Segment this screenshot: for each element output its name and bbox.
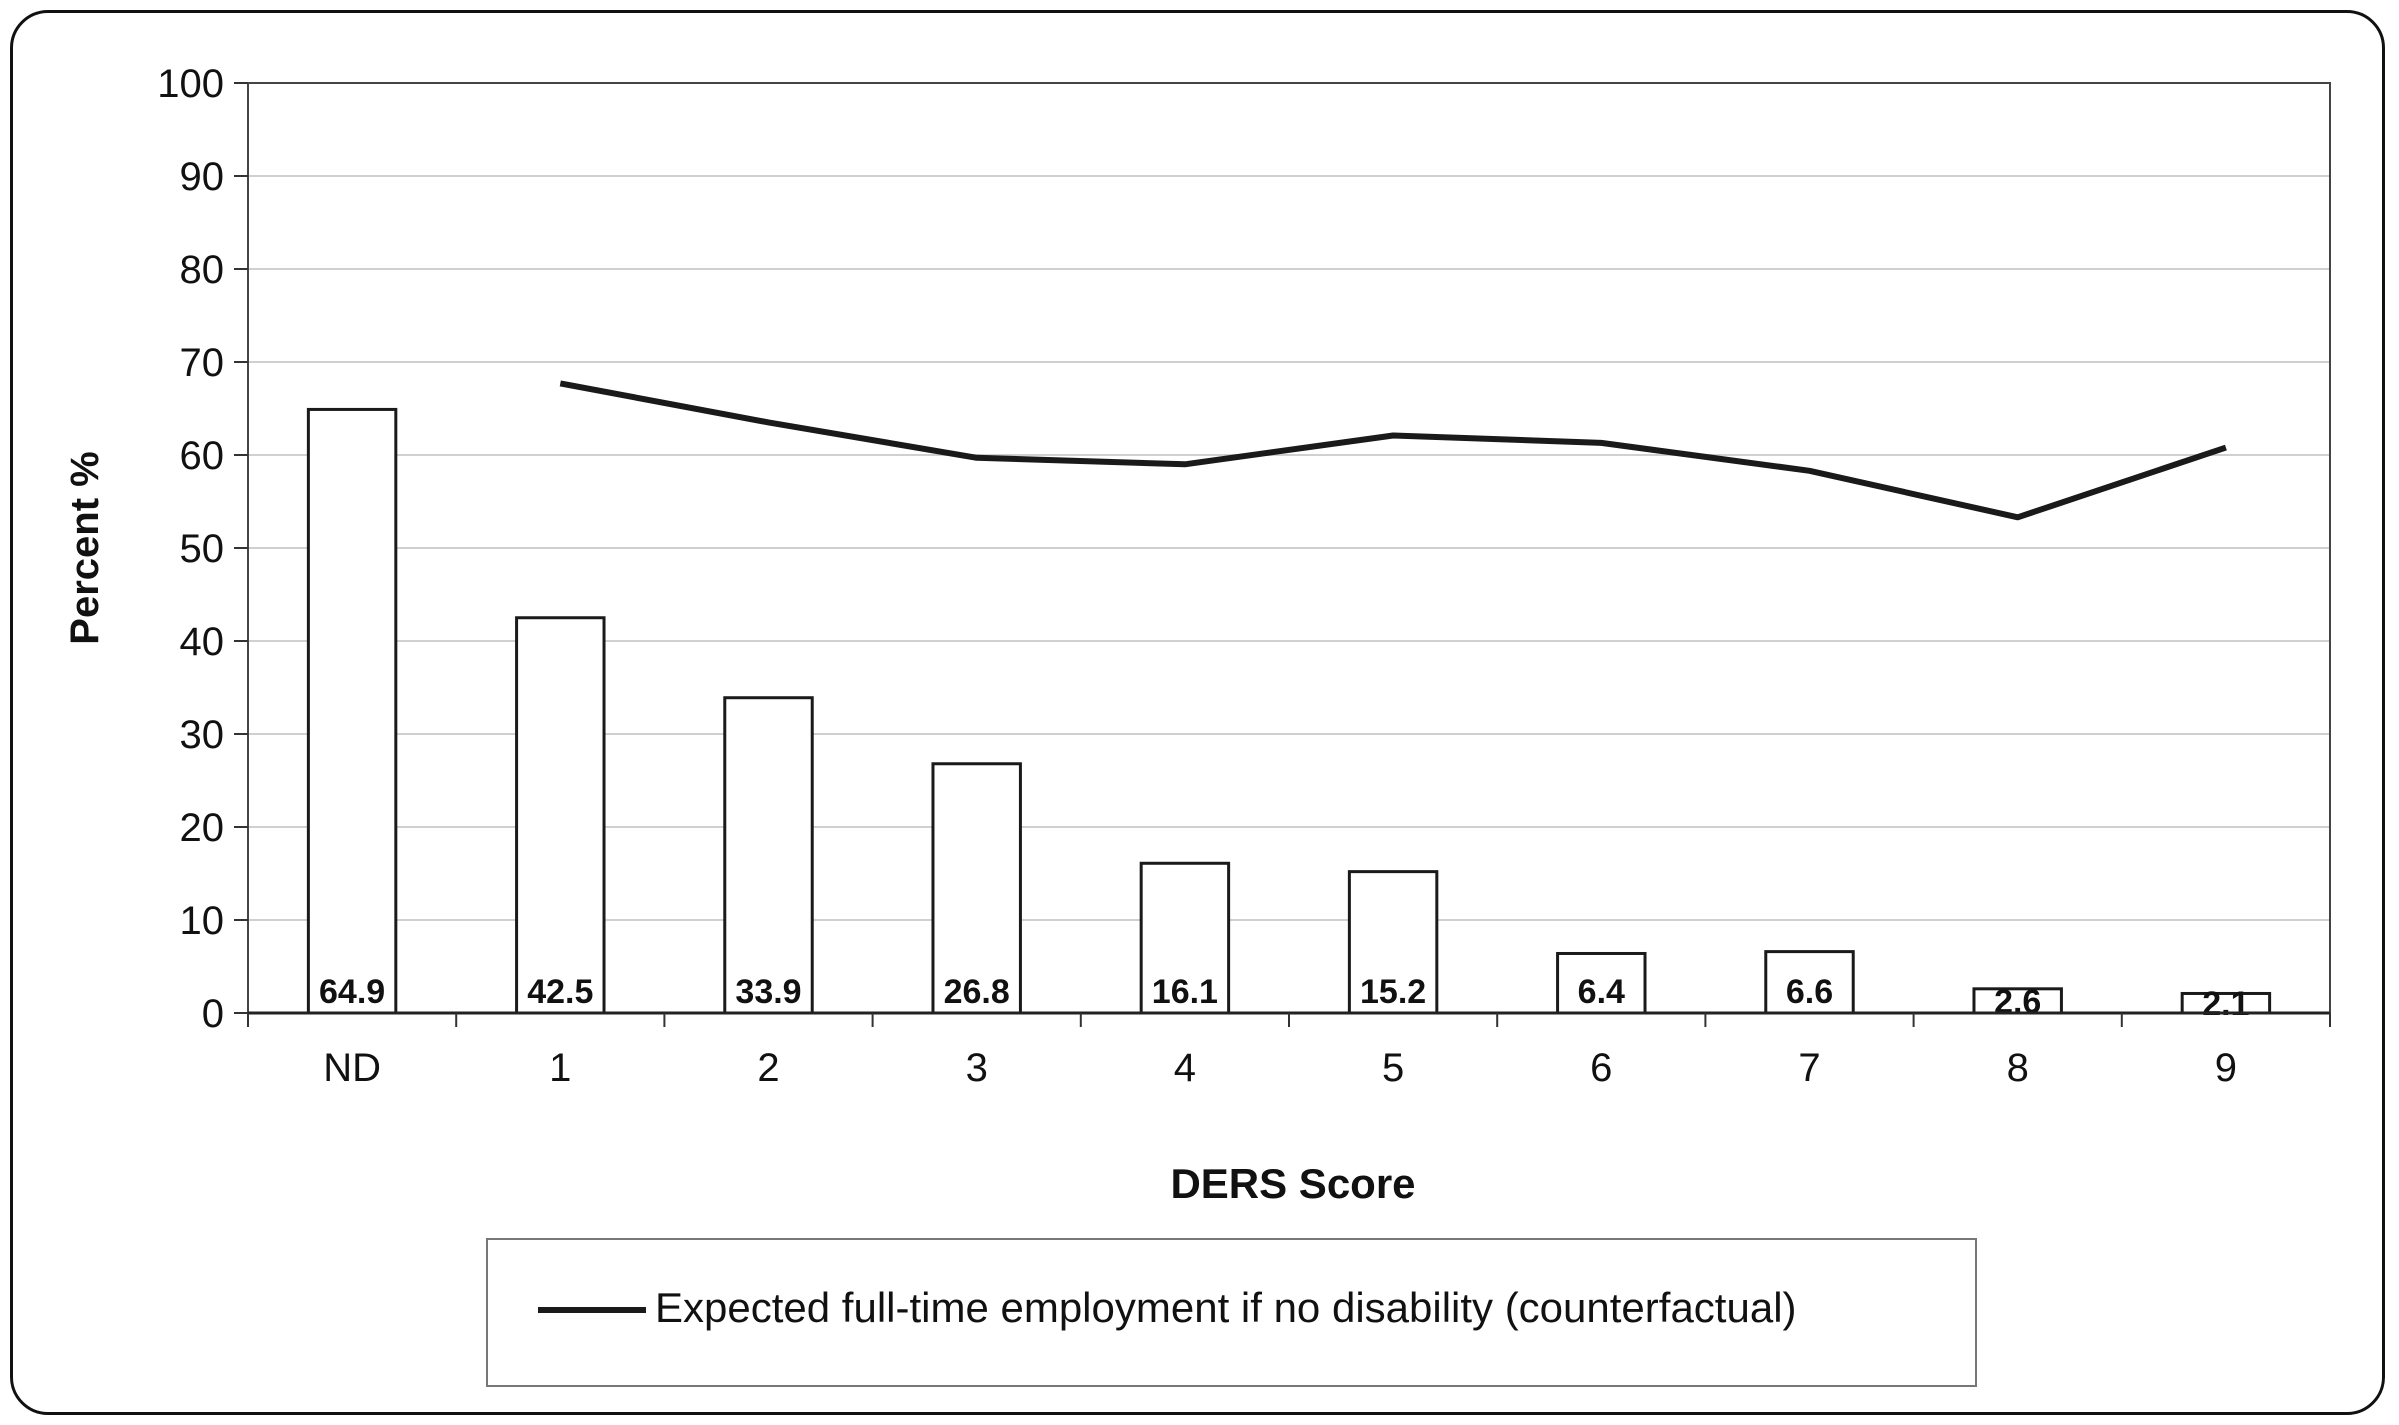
y-tick-label: 70 bbox=[180, 341, 225, 385]
x-tick-label: 5 bbox=[1382, 1046, 1404, 1090]
x-tick-label: 3 bbox=[966, 1046, 988, 1090]
bar-data-label: 6.6 bbox=[1786, 973, 1833, 1011]
bar-data-label: 33.9 bbox=[735, 973, 801, 1011]
bar bbox=[1556, 951, 1647, 1015]
bar bbox=[515, 616, 606, 1015]
x-tick-label: 2 bbox=[757, 1046, 779, 1090]
bar bbox=[723, 696, 814, 1015]
x-tick-label: 1 bbox=[549, 1046, 571, 1090]
y-tick-label: 60 bbox=[180, 434, 225, 478]
y-tick-label: 90 bbox=[180, 155, 225, 199]
bar-data-label: 6.4 bbox=[1578, 973, 1625, 1011]
bar-data-label: 2.6 bbox=[1994, 983, 2041, 1021]
bar-labels: 64.9 42.5 33.9 26.8 16.1 15.2 6.4 6.6 2.6 2.1 bbox=[319, 973, 2250, 1023]
chart-frame bbox=[10, 10, 2385, 1415]
y-tick-label: 80 bbox=[180, 248, 225, 292]
y-axis-title: Percent % bbox=[63, 451, 107, 644]
bar-data-label: 15.2 bbox=[1360, 973, 1426, 1011]
x-tick-label: 8 bbox=[2007, 1046, 2029, 1090]
bar-data-label: 42.5 bbox=[527, 973, 593, 1011]
x-tick-label: 6 bbox=[1590, 1046, 1612, 1090]
bar bbox=[306, 407, 398, 1015]
legend-box bbox=[486, 1238, 1977, 1387]
counterfactual-line bbox=[559, 380, 2227, 521]
x-tick-label: 7 bbox=[1798, 1046, 1820, 1090]
legend-label: Expected full-time employment if no disa… bbox=[655, 1284, 1797, 1331]
y-axis: 0 10 20 30 40 50 60 70 80 90 100 bbox=[157, 62, 248, 1036]
bar bbox=[1972, 987, 2063, 1015]
x-axis-title: DERS Score bbox=[1170, 1160, 1415, 1207]
bar-data-label: 26.8 bbox=[944, 973, 1010, 1011]
legend: Expected full-time employment if no disa… bbox=[486, 1238, 1977, 1387]
y-tick-label: 0 bbox=[202, 992, 224, 1036]
bar bbox=[1764, 950, 1855, 1015]
y-tick-label: 30 bbox=[180, 713, 225, 757]
x-tick-label: ND bbox=[323, 1046, 381, 1090]
bar-data-label: 16.1 bbox=[1152, 973, 1218, 1011]
y-tick-label: 50 bbox=[180, 527, 225, 571]
bar bbox=[1347, 870, 1439, 1015]
bar-data-label: 2.1 bbox=[2202, 985, 2249, 1023]
bars bbox=[306, 407, 2272, 1015]
line-series bbox=[559, 380, 2227, 521]
x-axis: ND 1 2 3 4 5 6 7 8 9 bbox=[247, 1011, 2331, 1090]
x-tick-label: 4 bbox=[1174, 1046, 1196, 1090]
y-tick-label: 20 bbox=[180, 806, 225, 850]
bar-data-label: 64.9 bbox=[319, 973, 385, 1011]
y-tick-label: 10 bbox=[180, 899, 225, 943]
y-tick-label: 40 bbox=[180, 620, 225, 664]
y-tick-label: 100 bbox=[157, 62, 224, 106]
bar bbox=[931, 762, 1022, 1015]
x-tick-label: 9 bbox=[2215, 1046, 2237, 1090]
